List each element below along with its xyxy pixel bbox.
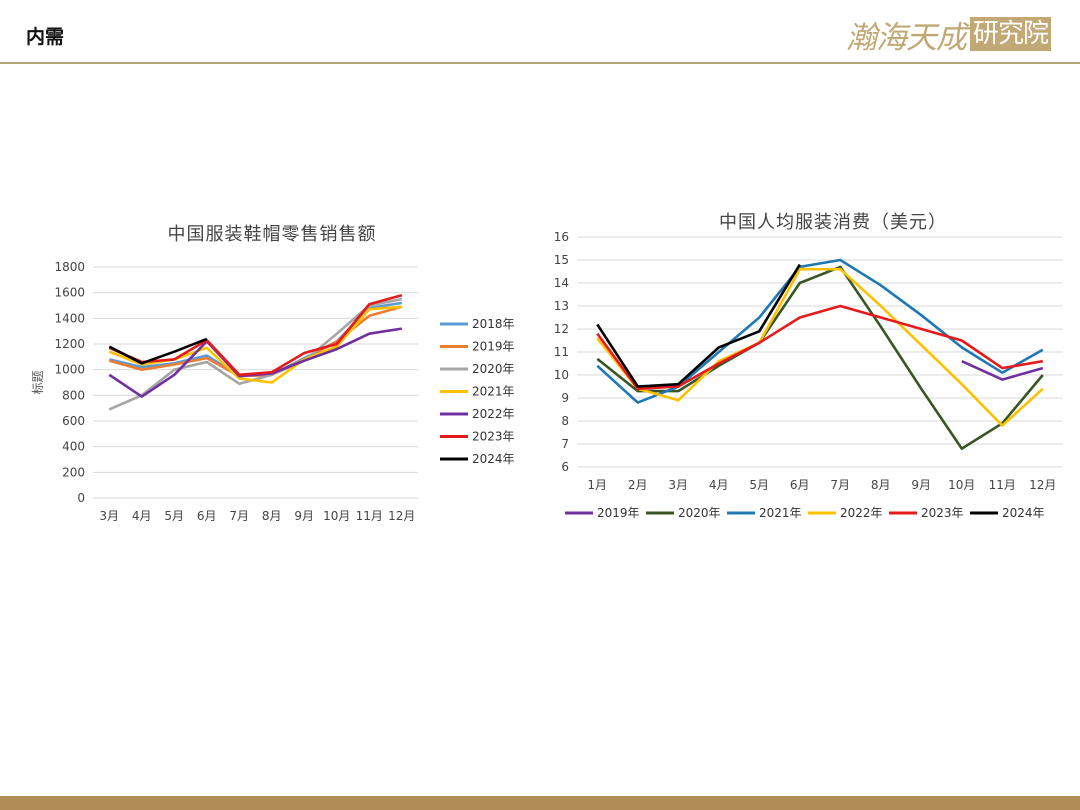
- legend-label: 2021年: [472, 385, 515, 399]
- series-line-2021年: [596, 258, 1044, 404]
- y-tick-label: 800: [62, 388, 85, 402]
- y-tick-label: 7: [561, 437, 569, 451]
- x-tick-label: 9月: [294, 509, 314, 523]
- x-tick-label: 12月: [1029, 478, 1056, 492]
- x-tick-label: 12月: [388, 509, 415, 523]
- y-axis-label: 标题: [31, 370, 45, 394]
- footer-bar: [0, 796, 1080, 810]
- legend-label: 2022年: [840, 506, 883, 520]
- series-line-2020年: [108, 297, 403, 411]
- y-tick-label: 6: [561, 460, 569, 474]
- legend-label: 2023年: [921, 506, 964, 520]
- legend-label: 2019年: [597, 506, 640, 520]
- company-logo: 瀚海天成 研究院: [846, 14, 1058, 56]
- header-divider: [0, 62, 1080, 64]
- y-tick-label: 8: [561, 414, 569, 428]
- y-tick-label: 0: [77, 491, 85, 505]
- series-line-2020年: [596, 265, 1044, 450]
- y-tick-label: 13: [554, 299, 569, 313]
- chart-per-capita-apparel-spending: 中国人均服装消费（美元） 6 7 8 9 10 11 12 13 14 15 16 1月 2月 3月 4月 5月…: [554, 212, 1063, 520]
- x-tick-label: 3月: [668, 478, 688, 492]
- x-tick-label: 5月: [749, 478, 769, 492]
- legend-label: 2018年: [472, 317, 515, 331]
- x-tick-label: 3月: [99, 509, 119, 523]
- x-tick-label: 6月: [790, 478, 810, 492]
- logo-main-text: 瀚海天成: [846, 19, 967, 56]
- x-tick-label: 11月: [356, 509, 383, 523]
- x-tick-label: 9月: [911, 478, 931, 492]
- x-tick-label: 11月: [989, 478, 1016, 492]
- y-tick-label: 1200: [54, 337, 85, 351]
- x-tick-label: 7月: [830, 478, 850, 492]
- chart-title: 中国服装鞋帽零售销售额: [168, 224, 377, 245]
- series-line-2019年: [961, 360, 1044, 381]
- series-line-2023年: [596, 304, 1044, 391]
- x-tick-label: 7月: [229, 509, 249, 523]
- x-tick-label: 5月: [164, 509, 184, 523]
- legend-label: 2024年: [472, 452, 515, 466]
- series-line-2024年: [108, 337, 208, 365]
- x-tick-label: 2月: [628, 478, 648, 492]
- chart-title: 中国人均服装消费（美元）: [719, 212, 947, 233]
- legend-label: 2020年: [678, 506, 721, 520]
- y-tick-label: 1800: [54, 260, 85, 274]
- x-tick-label: 10月: [948, 478, 975, 492]
- legend-label: 2020年: [472, 362, 515, 376]
- legend-label: 2024年: [1002, 506, 1045, 520]
- y-tick-label: 11: [554, 345, 569, 359]
- x-tick-label: 10月: [323, 509, 350, 523]
- logo-box-text: 研究院: [970, 17, 1052, 51]
- y-tick-label: 600: [62, 414, 85, 428]
- legend-label: 2019年: [472, 340, 515, 354]
- chart-apparel-retail-sales: 中国服装鞋帽零售销售额 0 200 400 600 800 1000 1200 1400 1600…: [31, 224, 515, 523]
- y-tick-label: 1400: [54, 311, 85, 325]
- legend-label: 2022年: [472, 407, 515, 421]
- y-tick-label: 12: [554, 322, 569, 336]
- y-tick-label: 16: [554, 230, 569, 244]
- y-tick-label: 1000: [54, 363, 85, 377]
- legend-label: 2023年: [472, 430, 515, 444]
- series-line-2023年: [108, 293, 403, 377]
- y-tick-label: 400: [62, 440, 85, 454]
- y-tick-label: 9: [561, 391, 569, 405]
- y-tick-label: 14: [554, 276, 569, 290]
- x-tick-label: 8月: [262, 509, 282, 523]
- series-line-2022年: [596, 267, 1044, 427]
- legend-label: 2021年: [759, 506, 802, 520]
- x-tick-label: 4月: [132, 509, 152, 523]
- y-tick-label: 1600: [54, 286, 85, 300]
- page-title: 内需: [26, 26, 65, 48]
- series-line-2024年: [596, 263, 801, 388]
- y-tick-label: 15: [554, 253, 569, 267]
- y-tick-label: 10: [554, 368, 569, 382]
- x-tick-label: 6月: [197, 509, 217, 523]
- x-tick-label: 1月: [587, 478, 607, 492]
- y-tick-label: 200: [62, 465, 85, 479]
- x-tick-label: 4月: [709, 478, 729, 492]
- x-tick-label: 8月: [871, 478, 891, 492]
